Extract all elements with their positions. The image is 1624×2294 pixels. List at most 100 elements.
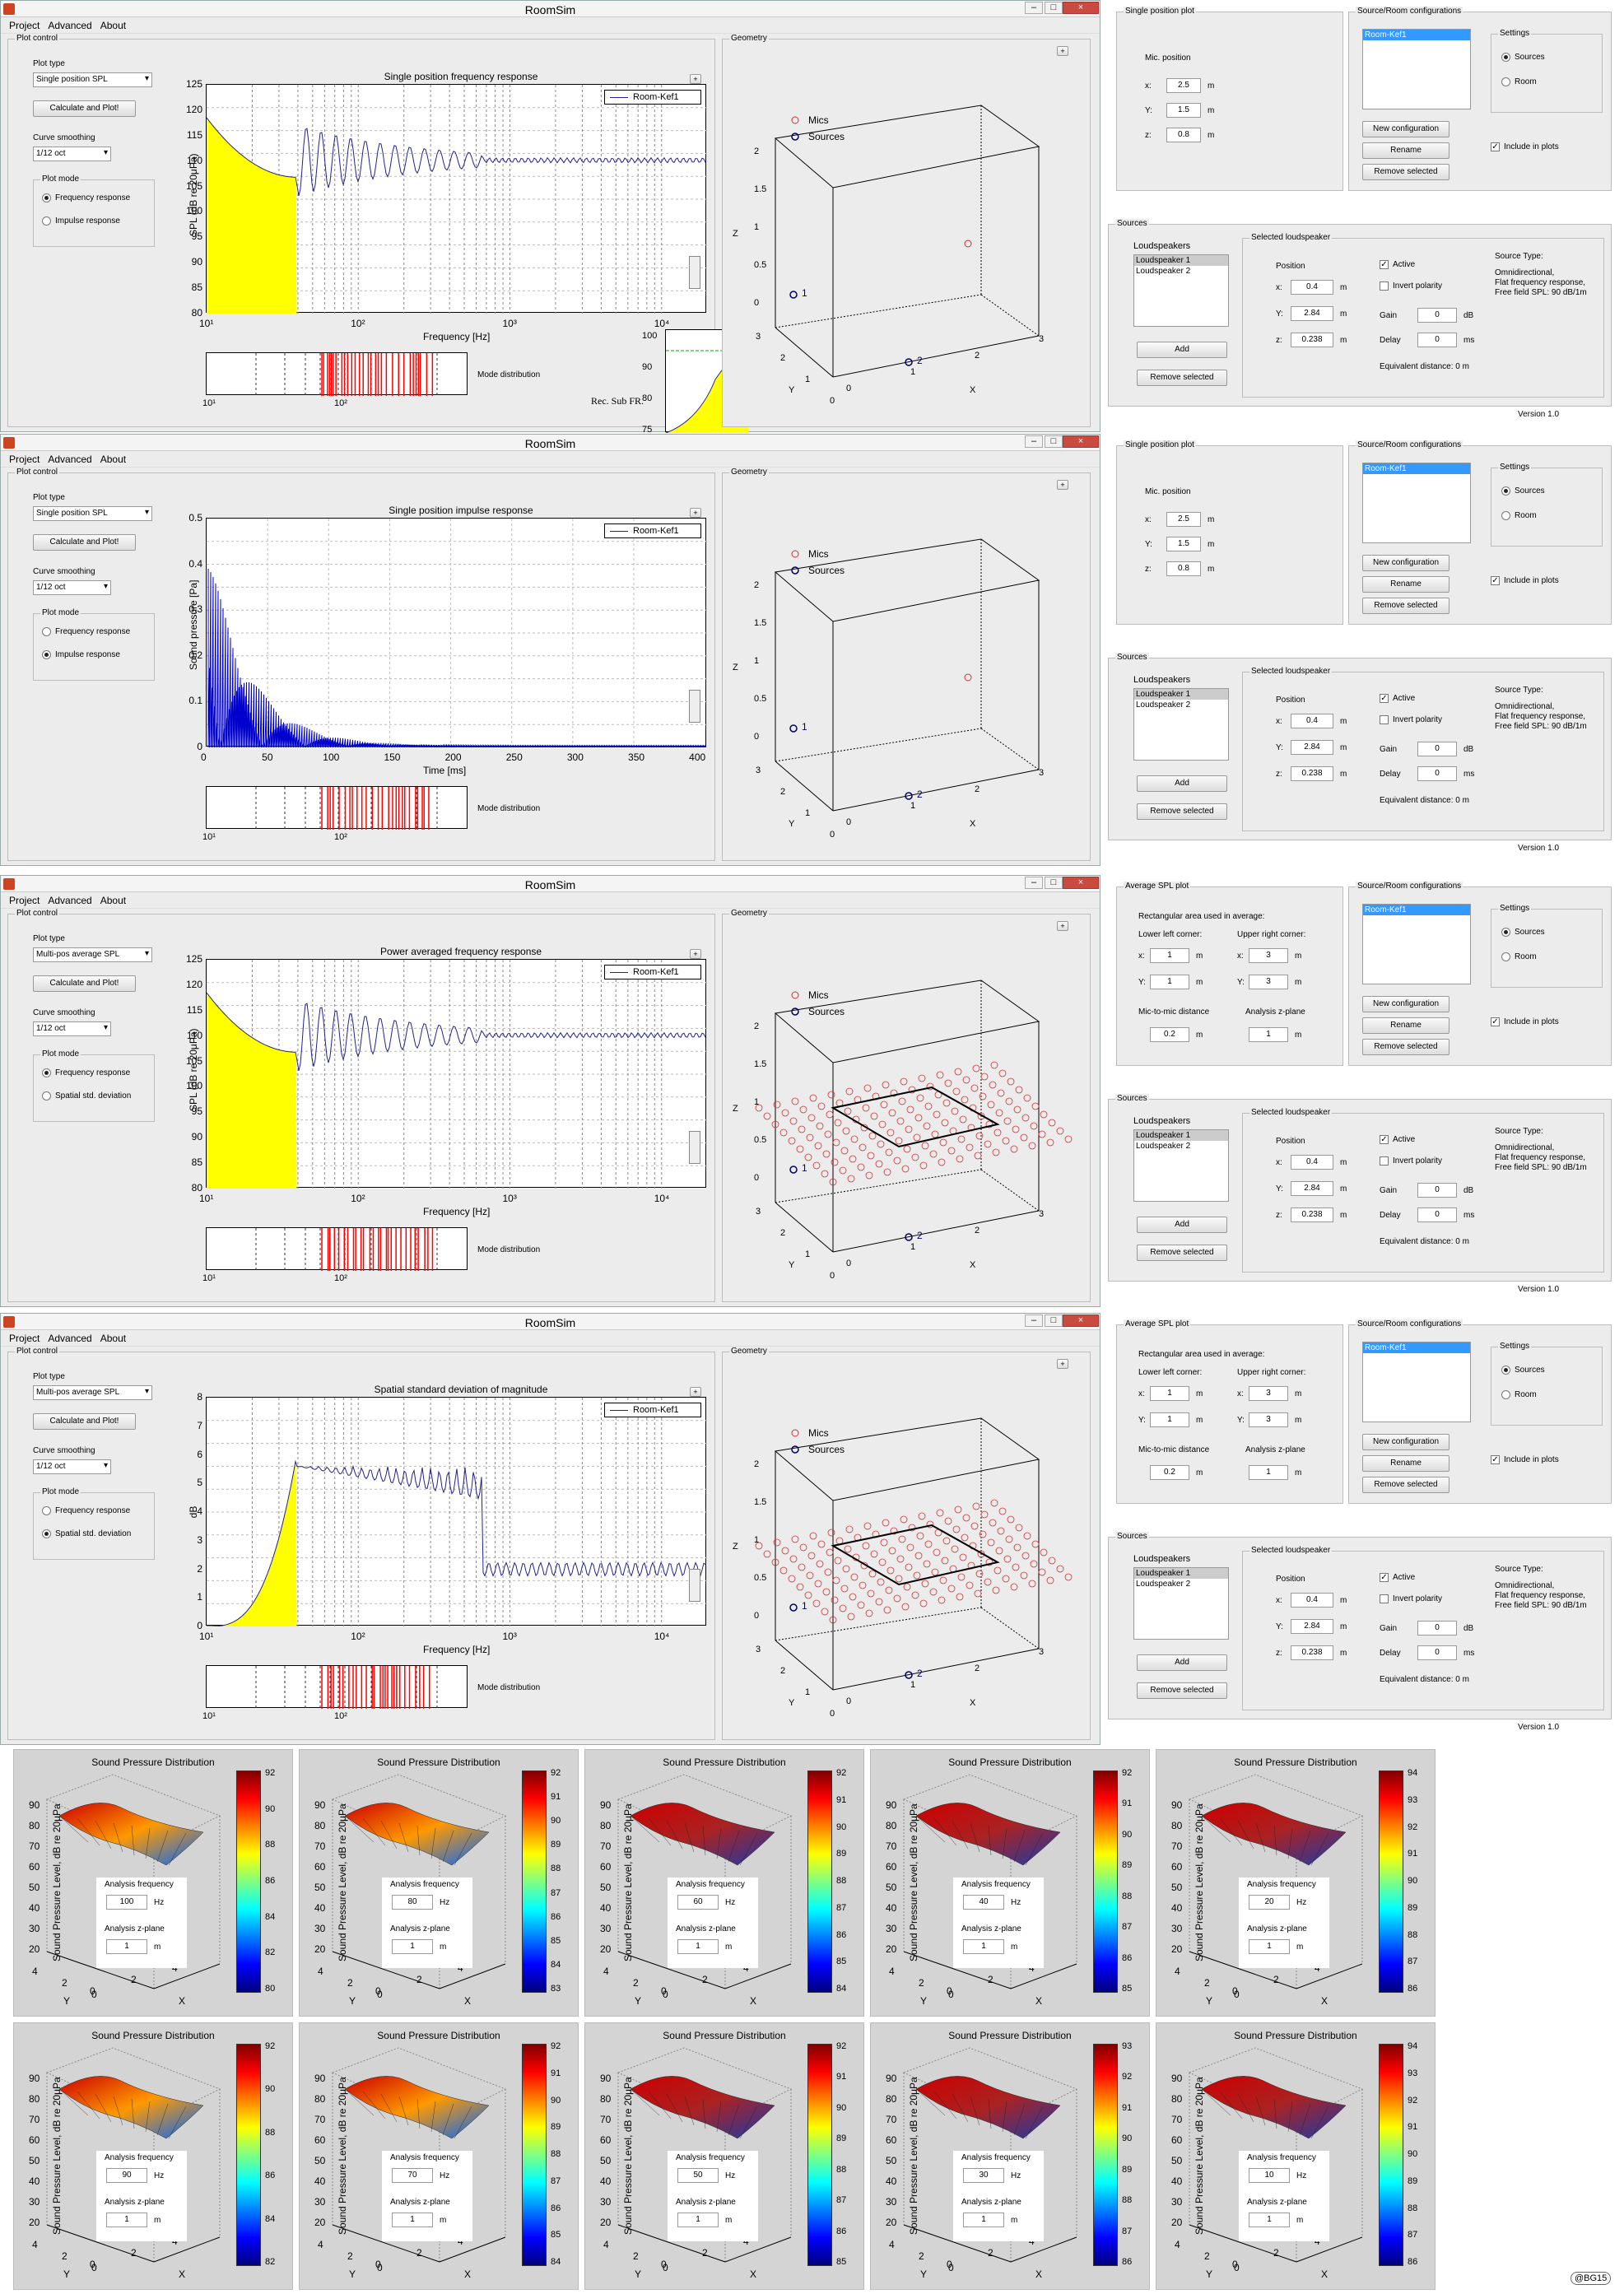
analysis-frequency-input[interactable]: 40	[963, 1895, 1004, 1910]
settings-sources-label[interactable]: Sources	[1515, 486, 1545, 496]
plot-mode-radio-1[interactable]	[42, 1529, 51, 1538]
plot-mode-option-0[interactable]: Frequency response	[55, 193, 130, 202]
rename-button[interactable]: Rename	[1362, 576, 1450, 593]
analysis-frequency-input[interactable]: 50	[677, 2168, 719, 2183]
mic-x-input[interactable]: 2.5	[1166, 78, 1201, 93]
analysis-z-input[interactable]: 1	[677, 2213, 719, 2227]
analysis-z-input[interactable]: 1	[392, 1939, 433, 1954]
calculate-plot-button[interactable]: Calculate and Plot!	[33, 1413, 136, 1430]
calculate-plot-button[interactable]: Calculate and Plot!	[33, 534, 136, 551]
invert-polarity-checkbox[interactable]	[1380, 715, 1389, 724]
position-y-input[interactable]: 2.84	[1291, 740, 1333, 755]
plot-type-dropdown[interactable]: Single position SPL	[33, 72, 152, 87]
menu-item-about[interactable]: About	[100, 1333, 126, 1344]
geometry-expand-button[interactable]: +	[1057, 921, 1068, 931]
loudspeaker-list[interactable]: Loudspeaker 1 Loudspeaker 2	[1133, 254, 1229, 327]
new-config-button[interactable]: New configuration	[1362, 121, 1450, 137]
lower-left-y-input[interactable]: 1	[1150, 975, 1189, 989]
lower-left-y-input[interactable]: 1	[1150, 1412, 1189, 1427]
calculate-plot-button[interactable]: Calculate and Plot!	[33, 100, 136, 117]
plot-mode-option-1[interactable]: Impulse response	[55, 650, 120, 659]
loudspeaker-item-2[interactable]: Loudspeaker 2	[1134, 1141, 1228, 1152]
delay-input[interactable]: 0	[1417, 1207, 1457, 1222]
analysis-z-input[interactable]: 1	[963, 1939, 1004, 1954]
plot-mode-option-1[interactable]: Impulse response	[55, 216, 120, 226]
position-z-input[interactable]: 0.238	[1291, 766, 1333, 781]
position-x-input[interactable]: 0.4	[1291, 280, 1333, 295]
geometry-expand-button[interactable]: +	[1057, 480, 1068, 490]
rename-button[interactable]: Rename	[1362, 1455, 1450, 1472]
plot-mode-radio-1[interactable]	[42, 216, 51, 226]
remove-config-button[interactable]: Remove selected	[1362, 598, 1450, 614]
loudspeaker-item-2[interactable]: Loudspeaker 2	[1134, 1579, 1228, 1589]
maximize-button[interactable]: □	[1045, 877, 1063, 889]
active-label[interactable]: Active	[1393, 1573, 1415, 1582]
menu-item-about[interactable]: About	[100, 895, 126, 906]
analysis-frequency-input[interactable]: 60	[677, 1895, 719, 1910]
settings-sources-label[interactable]: Sources	[1515, 928, 1545, 937]
remove-config-button[interactable]: Remove selected	[1362, 164, 1450, 180]
minimize-button[interactable]: –	[1025, 877, 1043, 889]
rename-button[interactable]: Rename	[1362, 1017, 1450, 1034]
mic-z-input[interactable]: 0.8	[1166, 561, 1201, 576]
delay-input[interactable]: 0	[1417, 766, 1457, 781]
invert-polarity-checkbox[interactable]	[1380, 1156, 1389, 1166]
gain-input[interactable]: 0	[1417, 1621, 1457, 1636]
menu-item-project[interactable]: Project	[9, 895, 40, 906]
remove-loudspeaker-button[interactable]: Remove selected	[1137, 1682, 1227, 1699]
invert-polarity-label[interactable]: Invert polarity	[1393, 282, 1442, 291]
menu-item-advanced[interactable]: Advanced	[48, 454, 91, 465]
mic-z-input[interactable]: 0.8	[1166, 128, 1201, 142]
delay-input[interactable]: 0	[1417, 1645, 1457, 1660]
settings-room-radio[interactable]	[1501, 511, 1510, 520]
mic-y-input[interactable]: 1.5	[1166, 537, 1201, 551]
settings-room-radio[interactable]	[1501, 952, 1510, 961]
analysis-z-input[interactable]: 1	[677, 1939, 719, 1954]
plot-scroll-slider[interactable]	[689, 256, 700, 289]
maximize-button[interactable]: □	[1045, 435, 1063, 448]
analysis-frequency-input[interactable]: 90	[106, 2168, 147, 2183]
include-plots-label[interactable]: Include in plots	[1504, 1455, 1559, 1464]
minimize-button[interactable]: –	[1025, 1315, 1043, 1327]
config-list-item[interactable]: Room-Kef1	[1363, 905, 1470, 915]
active-label[interactable]: Active	[1393, 694, 1415, 703]
active-label[interactable]: Active	[1393, 260, 1415, 269]
analysis-z-input[interactable]: 1	[1249, 2213, 1290, 2227]
settings-sources-radio[interactable]	[1501, 928, 1510, 937]
mic-y-input[interactable]: 1.5	[1166, 103, 1201, 118]
loudspeaker-list[interactable]: Loudspeaker 1 Loudspeaker 2	[1133, 1567, 1229, 1640]
position-z-input[interactable]: 0.238	[1291, 1645, 1333, 1660]
plot-mode-radio-0[interactable]	[42, 1068, 51, 1077]
plot-mode-radio-1[interactable]	[42, 1091, 51, 1100]
loudspeaker-list[interactable]: Loudspeaker 1 Loudspeaker 2	[1133, 688, 1229, 761]
settings-sources-radio[interactable]	[1501, 53, 1510, 62]
analysis-frequency-input[interactable]: 20	[1249, 1895, 1290, 1910]
config-list[interactable]: Room-Kef1	[1362, 463, 1471, 543]
loudspeaker-item-1[interactable]: Loudspeaker 1	[1134, 1568, 1228, 1579]
add-loudspeaker-button[interactable]: Add	[1137, 1654, 1227, 1671]
loudspeaker-item-2[interactable]: Loudspeaker 2	[1134, 700, 1228, 710]
active-checkbox[interactable]: ✓	[1380, 1135, 1389, 1144]
plot-mode-option-0[interactable]: Frequency response	[55, 1506, 130, 1515]
invert-polarity-label[interactable]: Invert polarity	[1393, 1594, 1442, 1603]
plot-mode-option-0[interactable]: Frequency response	[55, 1068, 130, 1077]
config-list[interactable]: Room-Kef1	[1362, 1342, 1471, 1422]
geometry-expand-button[interactable]: +	[1057, 46, 1068, 56]
plot-expand-button[interactable]: +	[690, 949, 701, 959]
plot-mode-radio-0[interactable]	[42, 193, 51, 202]
calculate-plot-button[interactable]: Calculate and Plot!	[33, 975, 136, 992]
loudspeaker-item-1[interactable]: Loudspeaker 1	[1134, 689, 1228, 700]
mic-to-mic-input[interactable]: 0.2	[1150, 1465, 1189, 1480]
analysis-z-input[interactable]: 1	[106, 2213, 147, 2227]
plot-mode-option-1[interactable]: Spatial std. deviation	[55, 1091, 131, 1100]
menu-item-advanced[interactable]: Advanced	[48, 1333, 91, 1344]
upper-right-x-input[interactable]: 3	[1249, 1386, 1288, 1401]
position-x-input[interactable]: 0.4	[1291, 1593, 1333, 1608]
analysis-z-input[interactable]: 1	[963, 2213, 1004, 2227]
new-config-button[interactable]: New configuration	[1362, 996, 1450, 1012]
remove-config-button[interactable]: Remove selected	[1362, 1477, 1450, 1493]
close-button[interactable]: ×	[1063, 2, 1099, 14]
lower-left-x-input[interactable]: 1	[1150, 948, 1189, 963]
plot-mode-option-0[interactable]: Frequency response	[55, 627, 130, 636]
menu-item-about[interactable]: About	[100, 20, 126, 31]
